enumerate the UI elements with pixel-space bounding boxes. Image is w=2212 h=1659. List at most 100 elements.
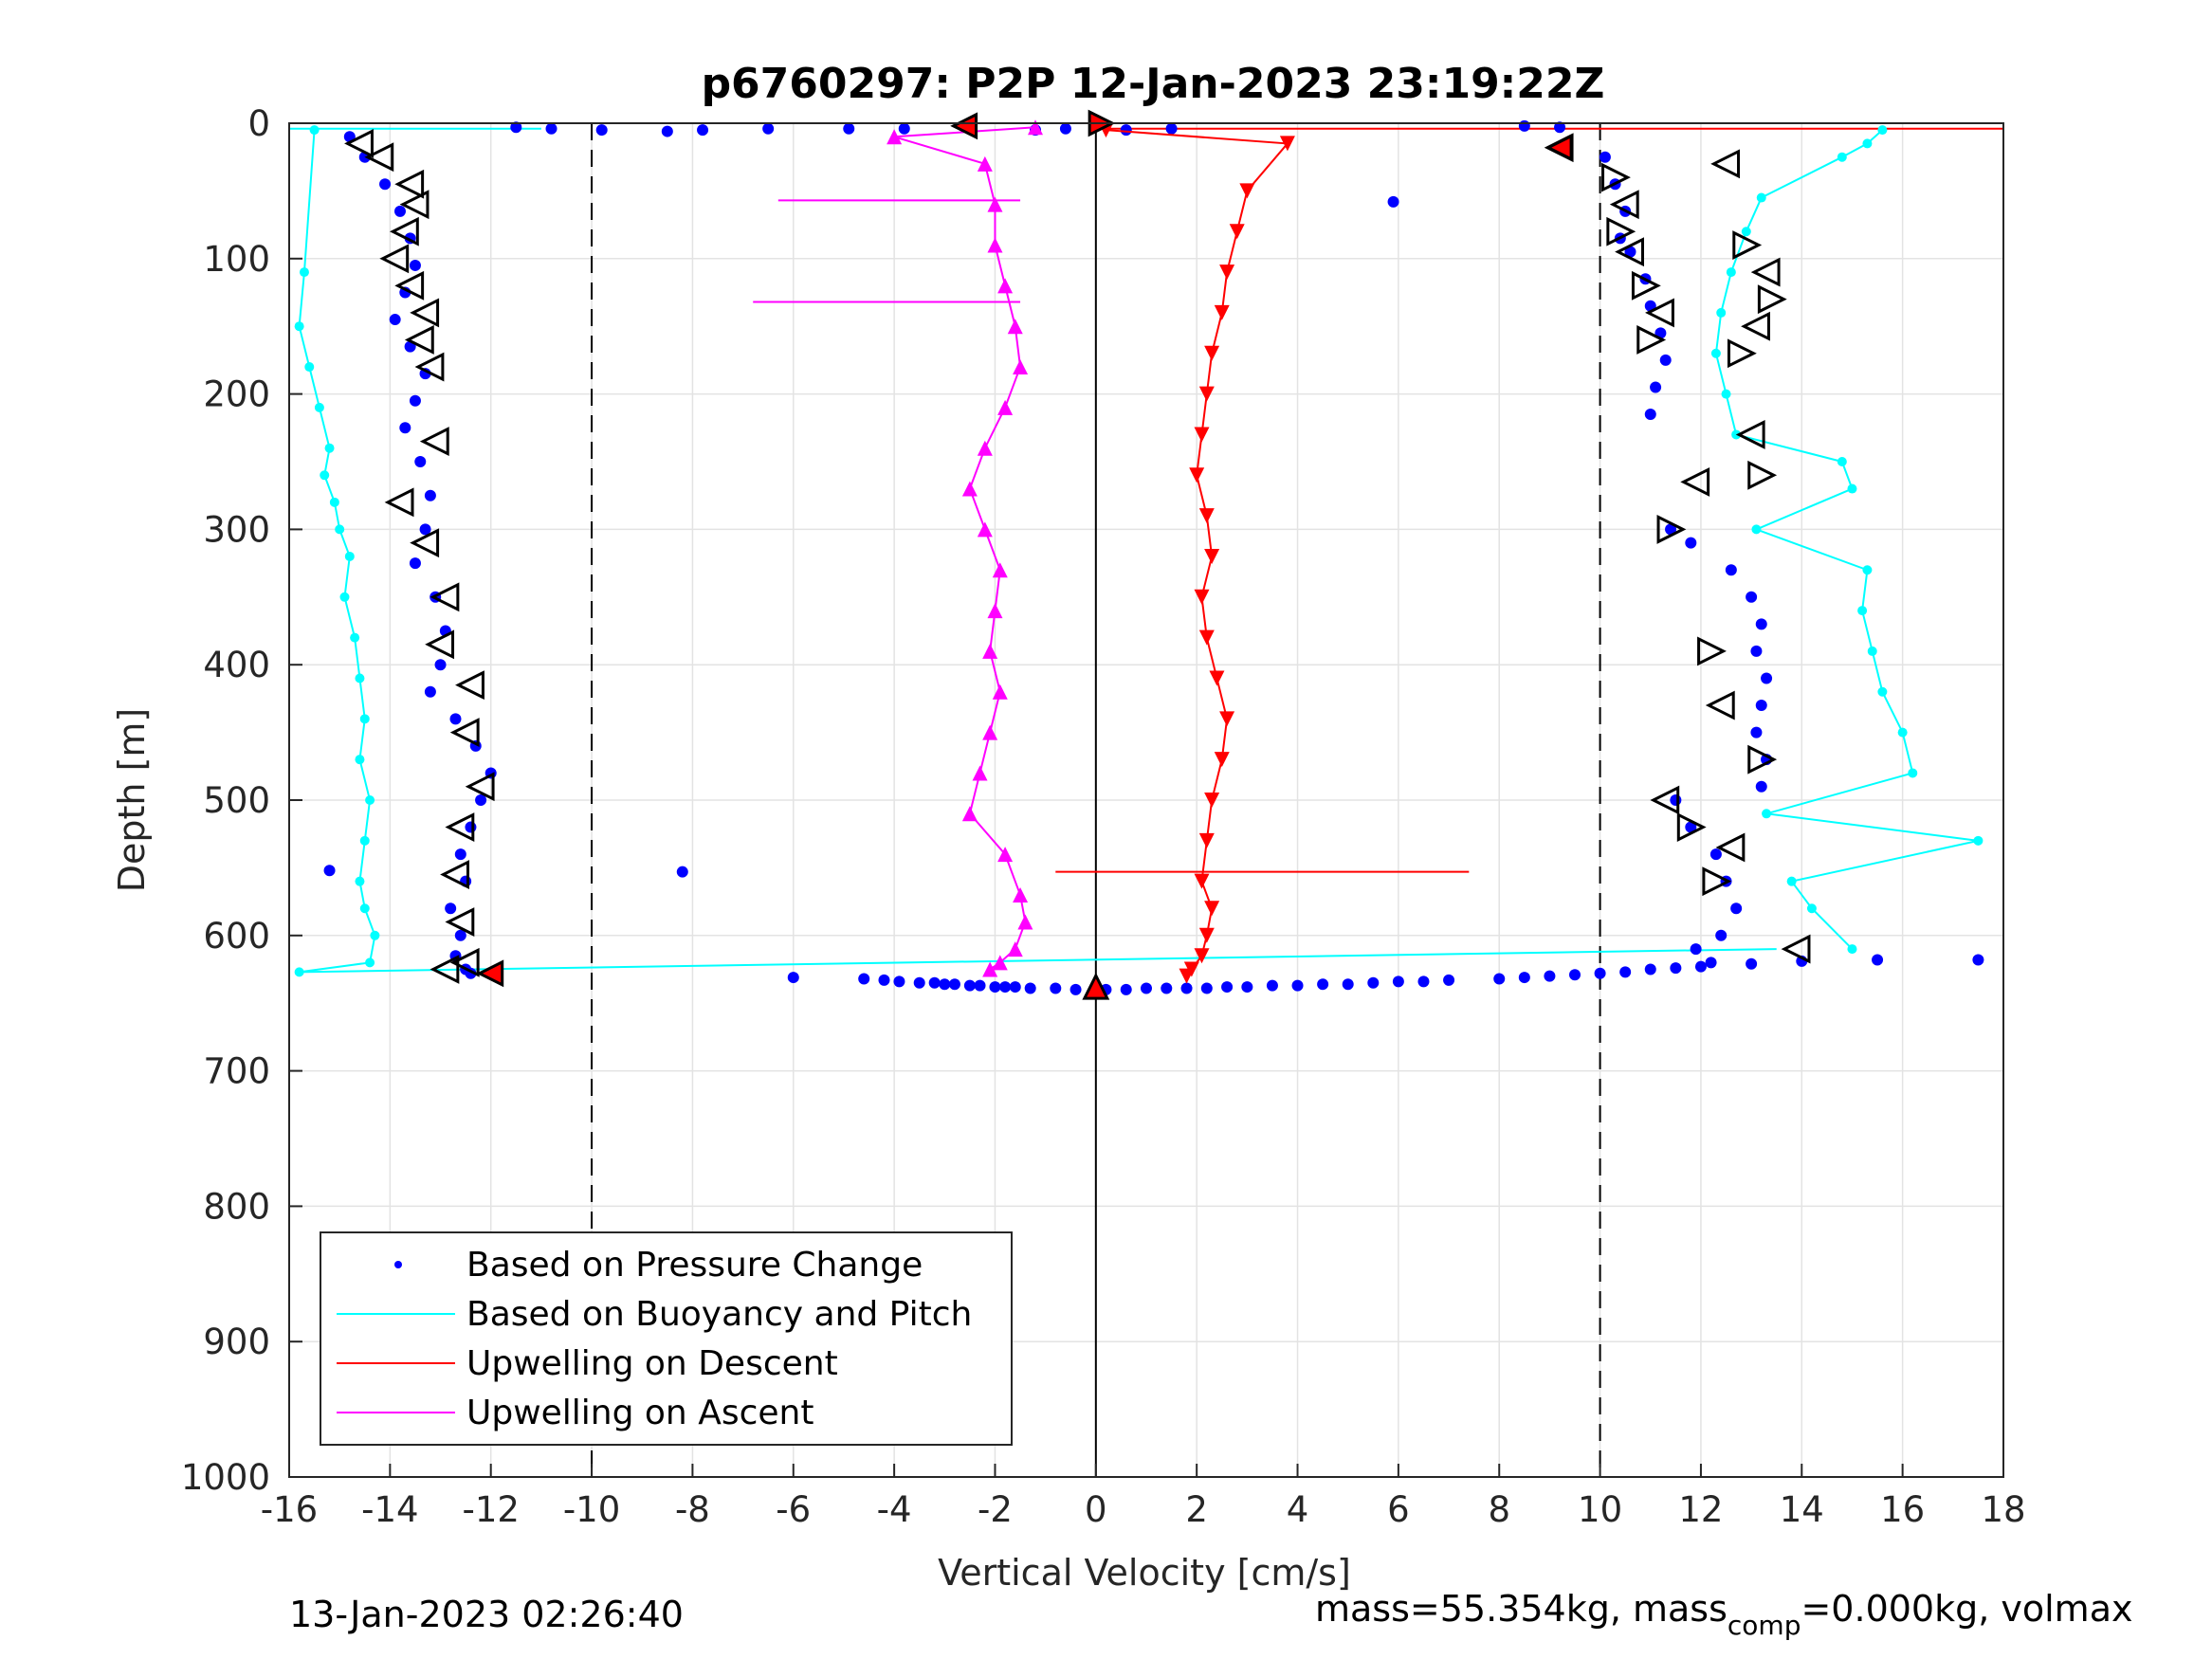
data-point	[1214, 304, 1230, 320]
data-point	[1317, 978, 1329, 991]
data-point	[1518, 119, 1530, 132]
data-point	[1219, 711, 1235, 727]
data-point	[1609, 190, 1639, 220]
data-point	[1009, 981, 1021, 994]
data-point	[329, 497, 339, 507]
data-point	[697, 124, 709, 137]
x-tick-label: 10	[1578, 1489, 1622, 1530]
data-point	[410, 528, 440, 558]
data-point	[1709, 848, 1722, 861]
series-dive_markers	[344, 128, 1811, 984]
y-tick-label: 400	[203, 645, 270, 685]
data-point	[410, 298, 440, 328]
data-point	[454, 848, 466, 861]
x-tick-label: -10	[563, 1489, 620, 1530]
data-point	[1204, 345, 1220, 361]
y-tick-label: 100	[203, 239, 270, 280]
data-point	[1342, 978, 1354, 991]
series-pressure_outliers	[323, 195, 1399, 878]
data-point	[1650, 381, 1662, 393]
data-point	[893, 975, 905, 988]
data-point	[1615, 237, 1644, 267]
data-point	[661, 125, 673, 137]
x-tick-label: 8	[1488, 1489, 1510, 1530]
data-point	[445, 812, 475, 842]
data-point	[1417, 975, 1430, 988]
y-tick-label: 700	[203, 1051, 270, 1092]
x-tick-label: 18	[1981, 1489, 2025, 1530]
data-point	[440, 860, 469, 889]
data-point	[1847, 944, 1857, 955]
data-point	[404, 325, 434, 355]
data-point	[987, 196, 1003, 212]
data-point	[1757, 284, 1787, 315]
data-point	[878, 974, 890, 986]
data-point	[454, 929, 466, 941]
data-point	[344, 551, 355, 561]
data-point	[987, 603, 1003, 619]
x-tick-label: 12	[1678, 1489, 1723, 1530]
data-point	[1746, 591, 1758, 603]
x-tick-label: -2	[978, 1489, 1013, 1530]
y-tick-label: 600	[203, 916, 270, 957]
x-tick-label: -16	[261, 1489, 318, 1530]
data-point	[1221, 981, 1234, 994]
data-point	[1726, 267, 1736, 278]
data-point	[1007, 319, 1023, 335]
series-red_markers	[476, 109, 1573, 1000]
data-point	[475, 794, 487, 806]
data-point	[1198, 927, 1215, 943]
data-point	[379, 178, 392, 191]
data-point	[419, 427, 449, 457]
footer-mass-prefix: mass=55.354kg, mass	[1315, 1588, 1728, 1630]
data-point	[1544, 970, 1556, 982]
data-point	[1665, 523, 1677, 536]
data-point	[1781, 934, 1811, 964]
x-tick-label: 0	[1085, 1489, 1107, 1530]
data-point	[1715, 929, 1728, 941]
data-point	[1050, 982, 1062, 994]
data-point	[299, 267, 309, 278]
data-point	[898, 122, 910, 135]
data-point	[359, 835, 370, 846]
data-point	[424, 685, 436, 698]
data-point	[465, 772, 495, 802]
data-point	[409, 259, 421, 271]
data-point	[1877, 686, 1888, 697]
data-point	[1198, 629, 1215, 646]
data-point	[393, 205, 406, 217]
data-point	[1594, 967, 1606, 979]
data-point	[1644, 963, 1656, 975]
data-point	[1747, 744, 1778, 775]
x-tick-label: -6	[776, 1489, 811, 1530]
data-point	[1862, 565, 1873, 575]
data-point	[992, 562, 1008, 578]
data-point	[1120, 983, 1132, 995]
data-point	[1973, 835, 1983, 846]
data-point	[1741, 311, 1770, 341]
data-point	[989, 981, 1001, 994]
data-point	[1194, 948, 1210, 964]
series-buoyancy_ascent	[1710, 125, 1983, 955]
data-point	[434, 659, 447, 671]
data-point	[1747, 460, 1778, 490]
data-point	[1786, 876, 1797, 886]
data-point	[545, 122, 558, 135]
data-point	[1755, 618, 1767, 630]
data-point	[399, 190, 430, 220]
data-point	[1606, 216, 1636, 246]
data-point	[1493, 973, 1506, 985]
data-point	[359, 714, 370, 724]
data-point	[1204, 548, 1220, 564]
data-point	[762, 122, 775, 135]
footer-mass-suffix: =0.000kg, volmax	[1801, 1588, 2132, 1630]
data-point	[1569, 969, 1581, 981]
data-point	[787, 972, 799, 984]
data-point	[982, 643, 998, 659]
data-point	[364, 142, 394, 173]
data-point	[384, 487, 414, 518]
data-point	[1189, 467, 1205, 483]
series-buoyancy_descent	[294, 125, 380, 977]
data-point	[1806, 903, 1817, 914]
data-point	[1710, 348, 1721, 358]
